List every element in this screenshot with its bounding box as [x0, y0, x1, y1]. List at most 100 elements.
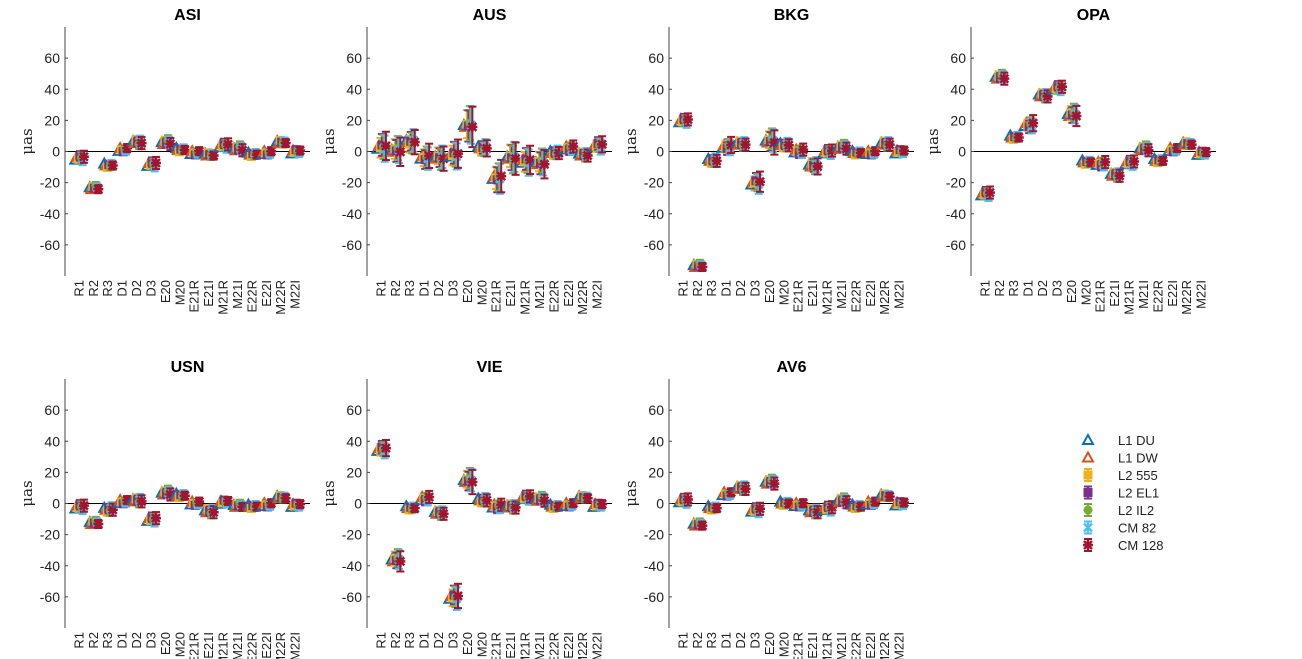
marker-cm-128	[726, 139, 737, 150]
panel-title: BKG	[774, 7, 810, 24]
marker-cm-128	[409, 137, 420, 148]
x-tick-label: M22I	[288, 632, 303, 659]
data-point	[395, 136, 406, 167]
y-tick-label: -20	[644, 527, 664, 543]
x-tick-label: D2	[733, 280, 748, 297]
marker-cm-128	[1028, 118, 1039, 129]
marker-cm-128	[208, 150, 219, 161]
data-point	[1013, 132, 1024, 143]
y-tick-label: -40	[342, 206, 362, 222]
data-point	[452, 582, 463, 610]
data-point	[1143, 143, 1154, 158]
x-tick-label: M21I	[834, 632, 849, 659]
data-point	[841, 495, 852, 510]
data-point	[1186, 139, 1197, 150]
marker-cm-128	[295, 145, 306, 156]
x-tick-label: E22I	[259, 632, 274, 659]
data-point	[1042, 89, 1053, 104]
marker-cm-128	[553, 501, 564, 512]
marker-cm-128	[251, 501, 262, 512]
data-point	[711, 153, 722, 168]
marker-cm-128	[223, 496, 234, 507]
x-tick-label: D2	[129, 632, 144, 649]
x-tick-label: R1	[675, 632, 690, 649]
marker-cm-128	[136, 496, 147, 507]
legend-marker	[1083, 540, 1093, 550]
marker-cm-128	[841, 143, 852, 154]
data-point	[496, 158, 507, 194]
marker-cm-128	[899, 497, 910, 508]
y-tick-label: 60	[950, 50, 966, 66]
data-point	[280, 493, 291, 504]
y-tick-label: -20	[644, 175, 664, 191]
marker-cm-128	[525, 491, 536, 502]
x-tick-label: M21I	[834, 280, 849, 309]
x-tick-label: M20	[474, 632, 489, 657]
x-tick-label: R3	[704, 632, 719, 649]
x-tick-label: E20	[762, 280, 777, 303]
x-tick-label: E21R	[1093, 280, 1108, 313]
x-tick-label: E21R	[791, 632, 806, 659]
x-tick-label: R3	[100, 280, 115, 297]
marker-cm-128	[280, 138, 291, 149]
legend-marker	[1083, 522, 1093, 533]
data-point	[380, 439, 391, 458]
x-tick-label: D1	[719, 280, 734, 297]
marker-cm-128	[754, 176, 765, 187]
y-tick-label: 60	[44, 50, 60, 66]
marker-cm-128	[93, 519, 104, 530]
marker-cm-128	[812, 507, 823, 518]
marker-cm-128	[1100, 157, 1111, 168]
legend-marker	[1081, 450, 1095, 463]
data-point	[467, 468, 478, 496]
x-tick-label: M20	[776, 280, 791, 305]
x-tick-label: D3	[747, 280, 762, 297]
marker-cm-128	[467, 121, 478, 132]
data-point	[899, 497, 910, 508]
y-tick-label: -40	[40, 558, 60, 574]
x-tick-label: E20	[460, 280, 475, 303]
marker-cm-128	[740, 483, 751, 494]
y-tick-label: -40	[40, 206, 60, 222]
data-point	[1201, 147, 1212, 158]
y-axis-label: μas	[18, 480, 36, 506]
data-point	[223, 137, 234, 152]
x-tick-label: M21R	[216, 632, 231, 659]
marker-cm-128	[107, 504, 118, 515]
data-point	[266, 146, 277, 157]
marker-cm-128	[697, 520, 708, 531]
marker-cm-128	[395, 146, 406, 157]
x-tick-label: M22I	[590, 280, 605, 309]
data-point	[107, 502, 118, 517]
x-tick-label: M22R	[1179, 280, 1194, 315]
marker-cm-128	[165, 139, 176, 150]
y-axis-label: μas	[320, 480, 338, 506]
x-tick-label: D2	[129, 280, 144, 297]
x-tick-label: R2	[992, 280, 1007, 297]
y-axis-label: μas	[320, 128, 338, 154]
x-tick-label: E22R	[546, 280, 561, 313]
data-point	[179, 490, 190, 501]
x-tick-label: R3	[704, 280, 719, 297]
data-point	[380, 130, 391, 162]
x-tick-label: M22I	[590, 632, 605, 659]
x-tick-label: M22R	[575, 632, 590, 659]
marker-cm-128	[769, 478, 780, 489]
x-tick-label: R3	[100, 632, 115, 649]
marker-cm-128	[136, 138, 147, 149]
x-tick-label: E22I	[863, 632, 878, 659]
x-tick-label: E20	[158, 632, 173, 655]
legend-entry: CM 82	[1083, 520, 1156, 536]
marker-cm-128	[568, 141, 579, 152]
y-tick-label: 20	[44, 112, 60, 128]
y-tick-label: 40	[648, 81, 664, 97]
legend-entry: L2 IL2	[1083, 503, 1154, 518]
x-tick-label: D3	[143, 280, 158, 297]
x-tick-label: D1	[417, 632, 432, 649]
data-point	[295, 145, 306, 156]
legend-entry: L2 EL1	[1083, 485, 1159, 501]
y-tick-label: 20	[648, 112, 664, 128]
marker-cm-128	[165, 489, 176, 500]
x-tick-label: D2	[1035, 280, 1050, 297]
x-tick-label: R1	[675, 280, 690, 297]
